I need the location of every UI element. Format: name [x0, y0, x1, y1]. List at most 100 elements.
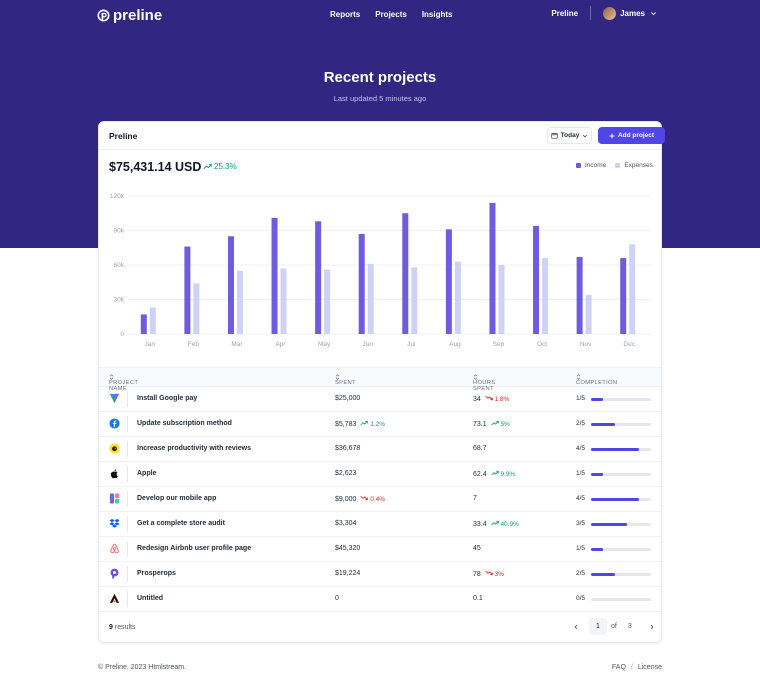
table-row[interactable]: Increase productivity with reviews $36,6… — [99, 437, 661, 462]
mobile-app-icon — [109, 493, 120, 504]
chevron-down-icon[interactable] — [650, 10, 657, 17]
card-header: Preline Today Add project — [99, 122, 665, 150]
y-tick-label: 90k — [114, 228, 125, 235]
x-tick-label: Jan — [145, 341, 156, 348]
y-tick-label: 120k — [110, 193, 125, 200]
spent-value: $25,000 — [335, 395, 361, 402]
completion-text: 1/5 — [576, 395, 586, 402]
income-bar — [620, 258, 627, 334]
project-name[interactable]: Update subscription method — [137, 420, 232, 427]
date-filter-button[interactable]: Today — [547, 127, 592, 144]
table-row[interactable]: Prosperops $19,224 78 3% 2/5 — [99, 562, 661, 587]
table-row[interactable]: Apple $2,623 62.4 9.9% 1/5 — [99, 462, 661, 487]
project-name[interactable]: Untitled — [137, 595, 164, 602]
project-name[interactable]: Redesign Airbnb user profile page — [137, 545, 252, 552]
table-row[interactable]: Install Google pay $25,000 34 1.8% 1/5 — [99, 387, 661, 412]
expenses-bar — [454, 261, 461, 334]
project-name[interactable]: Get a complete store audit — [137, 520, 225, 527]
income-bar — [358, 233, 365, 334]
expenses-bar — [193, 283, 200, 334]
spent-cell: $45,320 — [335, 545, 360, 552]
hours-change: 40.9% — [490, 520, 519, 528]
completion-bar-fill — [591, 498, 639, 501]
completion-text: 3/5 — [576, 520, 586, 527]
nav-link-projects[interactable]: Projects — [375, 10, 407, 19]
completion-bar-fill — [591, 448, 639, 451]
hours-value: 33.4 — [473, 520, 487, 528]
airbnb-icon — [109, 543, 120, 554]
chart-legend: Income Expenses — [576, 162, 653, 169]
dropbox-icon — [109, 518, 120, 529]
license-link[interactable]: License — [637, 664, 662, 671]
add-project-button[interactable]: Add project — [598, 127, 665, 144]
total-pages[interactable]: 3 — [627, 623, 632, 630]
col-completion-header[interactable]: COMPLETION — [576, 374, 617, 386]
project-name[interactable]: Develop our mobile app — [137, 495, 217, 502]
expenses-bar — [324, 269, 331, 334]
plus-icon — [609, 133, 615, 138]
expenses-bar — [236, 270, 243, 334]
copyright: © Preline. 2023 Htmlstream. — [98, 664, 187, 671]
project-name[interactable]: Install Google pay — [137, 395, 198, 402]
expenses-bar — [149, 307, 156, 334]
avatar[interactable] — [603, 6, 617, 20]
prosperops-icon — [109, 568, 120, 579]
expenses-bar — [542, 258, 549, 334]
spent-cell: 0 — [335, 595, 339, 602]
table-row[interactable]: Update subscription method $5,783 1.2% 7… — [99, 412, 661, 437]
table-row[interactable]: Develop our mobile app $9,000 0.4% 7 4/5 — [99, 487, 661, 512]
col-hours-header[interactable]: HOURS SPENT — [473, 374, 495, 392]
hours-value: 73.1 — [473, 420, 487, 428]
table-footer: 9 results 1 of 3 — [99, 615, 661, 643]
project-name[interactable]: Prosperops — [137, 570, 176, 577]
hours-change: 3% — [485, 570, 504, 578]
legend-income-label: Income — [585, 162, 607, 169]
hours-cell: 78 3% — [473, 570, 504, 579]
completion-bar-fill — [591, 473, 603, 476]
current-page[interactable]: 1 — [589, 618, 607, 635]
nav-link-preline[interactable]: Preline — [551, 8, 579, 18]
col-spent-header[interactable]: SPENT — [335, 374, 356, 386]
table-header: PROJECT NAME SPENT HOURS SPENT COMPLETIO… — [99, 367, 661, 392]
spent-cell: $2,623 — [335, 470, 356, 477]
pagination: 1 of 3 — [567, 618, 661, 635]
logo[interactable]: preline — [97, 7, 162, 24]
page-of-label: of — [611, 623, 617, 630]
chevron-left-icon — [574, 624, 578, 629]
spent-value: $2,623 — [335, 470, 357, 477]
mailchimp-icon — [109, 443, 120, 454]
expenses-bar — [367, 263, 374, 334]
project-name[interactable]: Increase productivity with reviews — [137, 445, 251, 452]
user-name[interactable]: James — [620, 8, 645, 18]
col-project-header[interactable]: PROJECT NAME — [109, 374, 138, 392]
faq-link[interactable]: FAQ — [611, 664, 626, 671]
hours-cell: 68.7 — [473, 445, 487, 452]
cell-divider — [127, 566, 128, 582]
sort-icon — [335, 374, 340, 380]
table-row[interactable]: Get a complete store audit $3,304 33.4 4… — [99, 512, 661, 537]
income-bar — [402, 213, 409, 334]
card-title: Preline — [109, 131, 138, 141]
completion-bar — [591, 448, 651, 451]
table-row[interactable]: Untitled 0 0.1 0/5 — [99, 587, 661, 612]
completion-text: 4/5 — [576, 495, 586, 502]
nav-link-insights[interactable]: Insights — [421, 10, 453, 19]
hours-value: 45 — [473, 545, 481, 552]
date-filter-label: Today — [560, 132, 580, 139]
income-bar — [140, 314, 147, 334]
completion-text: 2/5 — [576, 570, 586, 577]
completion-text: 1/5 — [576, 545, 586, 552]
table-row[interactable]: Redesign Airbnb user profile page $45,32… — [99, 537, 661, 562]
income-bar — [445, 229, 452, 334]
hours-change: 5% — [490, 420, 510, 428]
project-name[interactable]: Apple — [137, 470, 157, 477]
cell-divider — [127, 591, 128, 607]
expenses-bar — [498, 265, 505, 334]
nav-link-reports[interactable]: Reports — [330, 10, 361, 19]
hours-cell: 62.4 9.9% — [473, 470, 515, 479]
next-page-button[interactable] — [643, 618, 661, 635]
prev-page-button[interactable] — [567, 618, 585, 635]
y-tick-label: 30k — [114, 297, 125, 304]
results-count: 9 results — [109, 624, 136, 631]
apple-icon — [109, 468, 120, 479]
